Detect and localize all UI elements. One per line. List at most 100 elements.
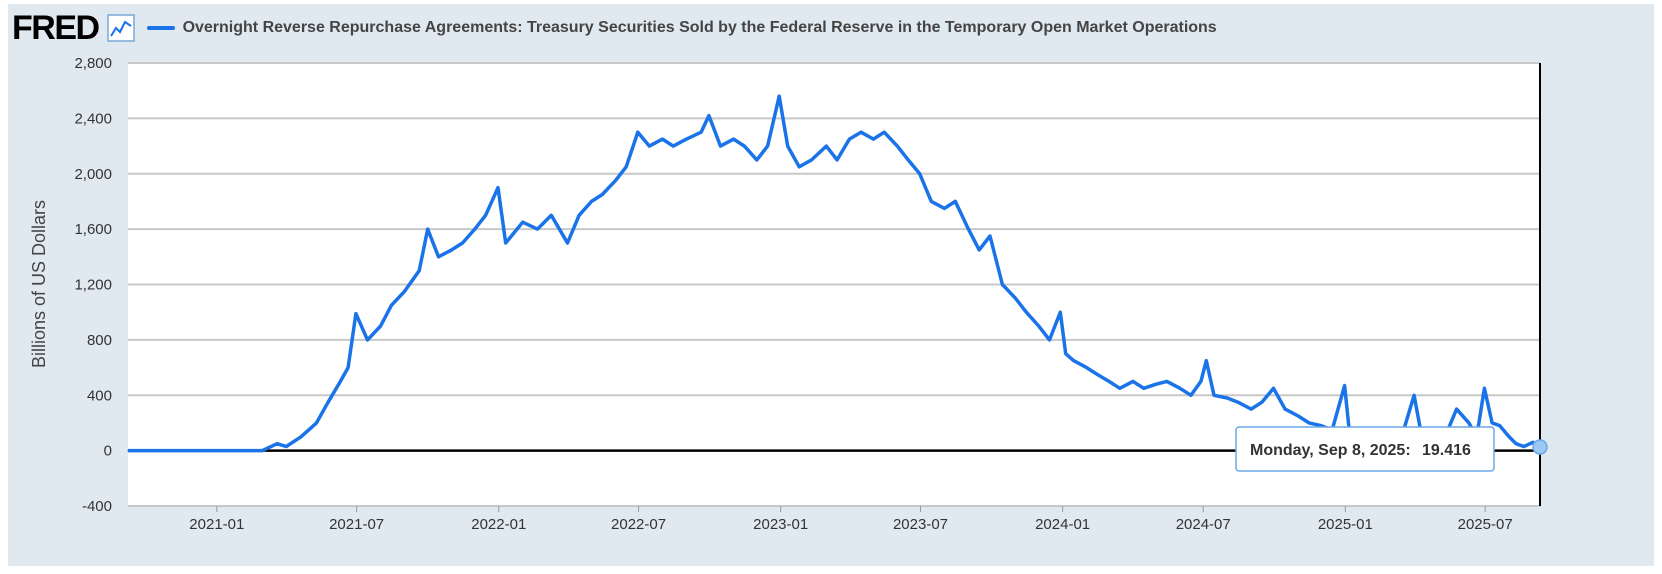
- data-point: [1344, 385, 1346, 387]
- data-point: [719, 145, 722, 147]
- data-point: [943, 207, 946, 209]
- x-tick-label: 2023-07: [893, 516, 948, 533]
- data-point: [661, 138, 664, 140]
- data-point: [1308, 422, 1310, 424]
- data-point: [637, 131, 639, 133]
- data-point: [1272, 387, 1275, 389]
- data-point: [1086, 367, 1088, 369]
- data-point: [1014, 297, 1017, 299]
- chart-header: FRED Overnight Reverse Repurchase Agreem…: [12, 8, 1217, 48]
- data-point: [339, 380, 341, 382]
- data-point: [860, 131, 862, 133]
- data-point: [497, 187, 499, 189]
- y-tick-label: 400: [87, 387, 112, 404]
- data-point: [896, 145, 898, 147]
- data-point: [427, 228, 429, 230]
- data-point: [767, 145, 769, 147]
- data-point: [566, 242, 569, 244]
- hover-point[interactable]: [1532, 439, 1548, 455]
- data-point: [1297, 415, 1299, 417]
- tooltip-box: [1235, 426, 1495, 472]
- data-point: [327, 401, 329, 403]
- data-point: [1523, 445, 1525, 448]
- series-title: Overnight Reverse Repurchase Agreements:…: [182, 19, 1217, 36]
- data-point: [485, 214, 487, 216]
- data-point: [601, 193, 603, 196]
- y-tick-label: -400: [82, 498, 112, 515]
- y-tick-label: 2,800: [74, 55, 112, 72]
- data-point: [366, 339, 369, 341]
- data-point: [872, 138, 875, 140]
- line-chart-icon: [106, 14, 135, 42]
- data-point: [437, 256, 440, 258]
- data-point: [883, 131, 885, 133]
- x-tick-label: 2023-01: [753, 516, 808, 533]
- data-point: [1166, 380, 1168, 382]
- data-point: [1048, 339, 1051, 341]
- data-point: [1515, 443, 1517, 445]
- fred-logo[interactable]: FRED: [12, 8, 100, 47]
- data-point: [300, 436, 302, 438]
- data-point: [811, 159, 813, 161]
- data-point: [978, 249, 980, 251]
- data-point: [907, 159, 909, 161]
- x-tick-label: 2021-07: [329, 516, 384, 533]
- data-point: [625, 166, 627, 168]
- data-point: [756, 159, 758, 161]
- data-point: [1499, 425, 1501, 427]
- data-point: [685, 138, 688, 140]
- data-point: [1096, 373, 1098, 376]
- data-point: [380, 325, 382, 327]
- data-point: [536, 228, 539, 230]
- data-point: [743, 145, 746, 147]
- x-tick-label: 2024-07: [1176, 516, 1231, 533]
- data-point: [418, 270, 420, 272]
- data-point: [989, 235, 991, 237]
- data-point: [1456, 408, 1458, 410]
- data-point: [505, 242, 507, 244]
- data-point: [1491, 422, 1493, 424]
- data-point: [1190, 394, 1192, 396]
- data-point: [1532, 441, 1534, 443]
- data-point: [390, 304, 392, 306]
- data-point: [355, 313, 357, 315]
- data-point: [315, 422, 318, 424]
- data-point: [733, 138, 735, 140]
- tooltip-value: 19.416: [1422, 442, 1471, 459]
- data-point: [954, 200, 956, 202]
- data-point: [1108, 380, 1110, 382]
- data-point: [836, 159, 838, 161]
- data-point: [1320, 425, 1322, 427]
- y-tick-label: 1,600: [74, 221, 112, 238]
- x-tick-label: 2024-01: [1035, 516, 1090, 533]
- y-tick-label: 0: [104, 443, 112, 460]
- data-point: [285, 445, 287, 448]
- data-point: [261, 450, 263, 452]
- data-point: [451, 249, 453, 251]
- data-point: [967, 228, 970, 230]
- data-point: [578, 214, 580, 216]
- data-point: [169, 450, 171, 452]
- data-point: [1483, 387, 1485, 389]
- data-point: [1038, 325, 1040, 327]
- data-point: [1155, 383, 1157, 385]
- data-point: [1213, 394, 1215, 396]
- data-point: [403, 290, 406, 292]
- hover-tooltip: Monday, Sep 8, 2025: 19.416: [1235, 426, 1495, 472]
- data-point: [778, 95, 780, 97]
- data-point: [590, 200, 593, 202]
- data-point: [1261, 401, 1263, 403]
- y-tick-label: 800: [87, 332, 112, 349]
- data-point: [1250, 408, 1252, 410]
- x-tick-label: 2025-01: [1318, 516, 1373, 533]
- data-point: [930, 200, 932, 202]
- tooltip-date: Monday, Sep 8, 2025:: [1250, 442, 1411, 459]
- data-point: [216, 450, 218, 452]
- data-point: [1059, 311, 1061, 313]
- data-point: [1143, 387, 1145, 389]
- data-point: [1132, 380, 1134, 382]
- data-point: [1119, 387, 1121, 389]
- data-point: [798, 166, 800, 168]
- data-point: [700, 131, 702, 133]
